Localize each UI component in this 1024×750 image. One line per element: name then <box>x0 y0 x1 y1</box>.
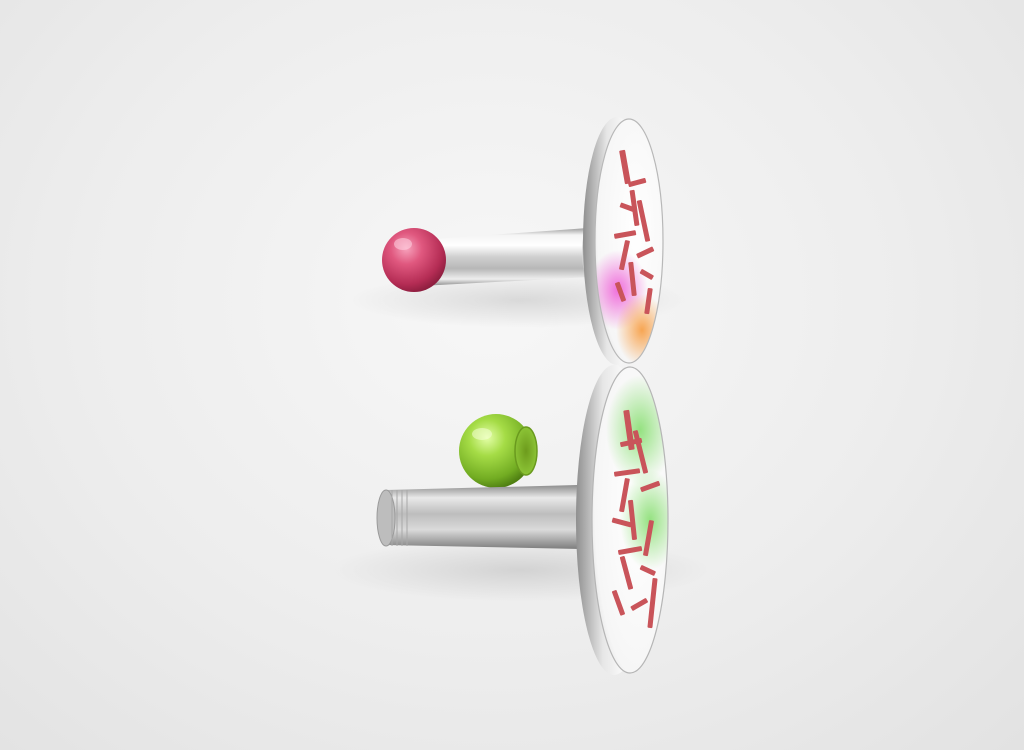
top-cufflink-stem <box>420 228 590 286</box>
green-wash-upper <box>606 375 668 485</box>
bottom-engraved-glyphs <box>611 409 661 629</box>
green-wash-lower <box>620 470 668 570</box>
stem-threads <box>391 490 408 546</box>
green-ball-threaded-hole <box>514 426 538 476</box>
threaded-stem-end <box>376 489 396 547</box>
pink-ball <box>382 228 446 292</box>
bottom-cufflink-stem <box>386 485 580 549</box>
bottom-cufflink <box>376 365 669 675</box>
top-cufflink <box>382 117 664 365</box>
top-engraved-glyphs <box>613 149 655 315</box>
